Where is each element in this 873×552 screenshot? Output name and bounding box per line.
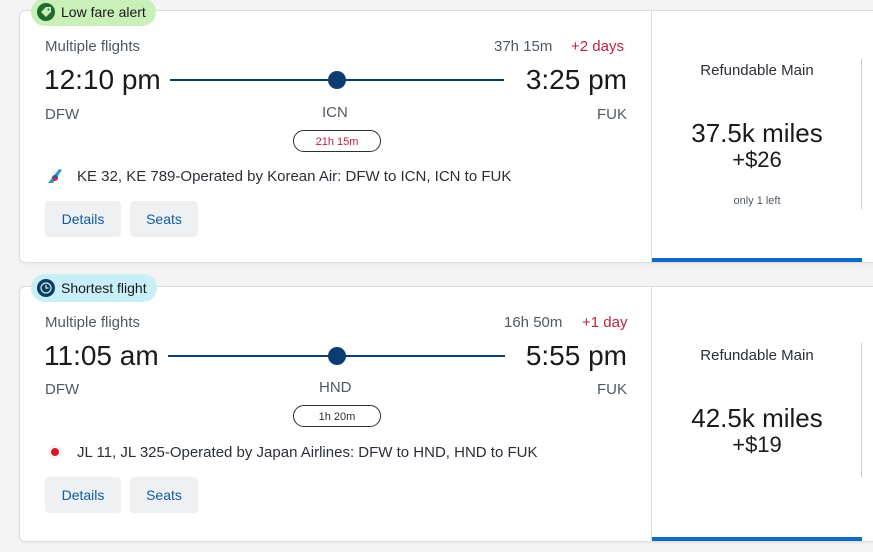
airline-info: KE 32, KE 789-Operated by Korean Air: DF… <box>45 166 511 186</box>
stop-code: ICN <box>322 104 348 121</box>
destination-code: FUK <box>597 106 627 123</box>
seats-button[interactable]: Seats <box>130 201 198 237</box>
tag-icon <box>37 3 55 21</box>
fare-accent-bar <box>652 537 862 541</box>
flight-summary: Multiple flights 37h 15m +2 days 12:10 p… <box>20 11 651 262</box>
day-change: +2 days <box>571 38 624 55</box>
flight-type-label: Multiple flights <box>45 38 141 55</box>
fare-tax: +$26 <box>732 147 782 172</box>
fare-name: Refundable Main <box>700 62 814 79</box>
fare-option[interactable]: Refundable Main 42.5k miles +$19 <box>651 287 873 541</box>
origin-code: DFW <box>45 381 80 398</box>
flight-result-card[interactable]: Multiple flights 37h 15m +2 days 12:10 p… <box>19 10 873 263</box>
japan-airlines-logo-icon <box>45 442 65 462</box>
clock-icon <box>37 279 55 297</box>
seats-left-note: only 1 left <box>733 195 781 207</box>
flight-type-label: Multiple flights <box>45 314 141 331</box>
fare-miles: 42.5k miles <box>691 403 823 433</box>
total-duration: 16h 50m <box>504 314 563 331</box>
origin-code: DFW <box>45 106 80 123</box>
seats-button[interactable]: Seats <box>130 477 198 513</box>
details-button[interactable]: Details <box>45 477 121 513</box>
fare-tax: +$19 <box>732 432 782 457</box>
column-divider <box>861 59 862 209</box>
fare-name: Refundable Main <box>700 347 814 364</box>
badge-label: Low fare alert <box>61 4 146 20</box>
total-duration: 37h 15m <box>494 38 553 55</box>
day-change: +1 day <box>582 314 628 331</box>
fare-miles: 37.5k miles <box>691 118 823 148</box>
depart-time: 12:10 pm <box>44 64 161 95</box>
badge-label: Shortest flight <box>61 280 147 296</box>
stop-dot <box>328 71 346 89</box>
flight-result-card[interactable]: Multiple flights 16h 50m +1 day 11:05 am… <box>19 286 873 542</box>
korean-air-logo-icon <box>45 166 65 186</box>
arrive-time: 5:55 pm <box>525 340 627 371</box>
destination-code: FUK <box>597 381 627 398</box>
fare-accent-bar <box>652 258 862 262</box>
column-divider <box>861 343 862 477</box>
shortest-flight-badge: Shortest flight <box>31 274 157 302</box>
details-button[interactable]: Details <box>45 201 121 237</box>
flight-summary: Multiple flights 16h 50m +1 day 11:05 am… <box>20 287 651 541</box>
arrive-time: 3:25 pm <box>525 64 627 95</box>
airline-text: JL 11, JL 325-Operated by Japan Airlines… <box>77 443 538 461</box>
airline-info: JL 11, JL 325-Operated by Japan Airlines… <box>45 442 537 462</box>
low-fare-badge: Low fare alert <box>31 0 156 26</box>
stop-code: HND <box>319 379 352 396</box>
stop-dot <box>328 347 346 365</box>
airline-text: KE 32, KE 789-Operated by Korean Air: DF… <box>77 167 512 185</box>
layover-badge: 21h 15m <box>293 130 381 152</box>
fare-option[interactable]: Refundable Main 37.5k miles +$26 only 1 … <box>651 11 873 262</box>
layover-badge: 1h 20m <box>293 405 381 427</box>
depart-time: 11:05 am <box>44 340 159 371</box>
